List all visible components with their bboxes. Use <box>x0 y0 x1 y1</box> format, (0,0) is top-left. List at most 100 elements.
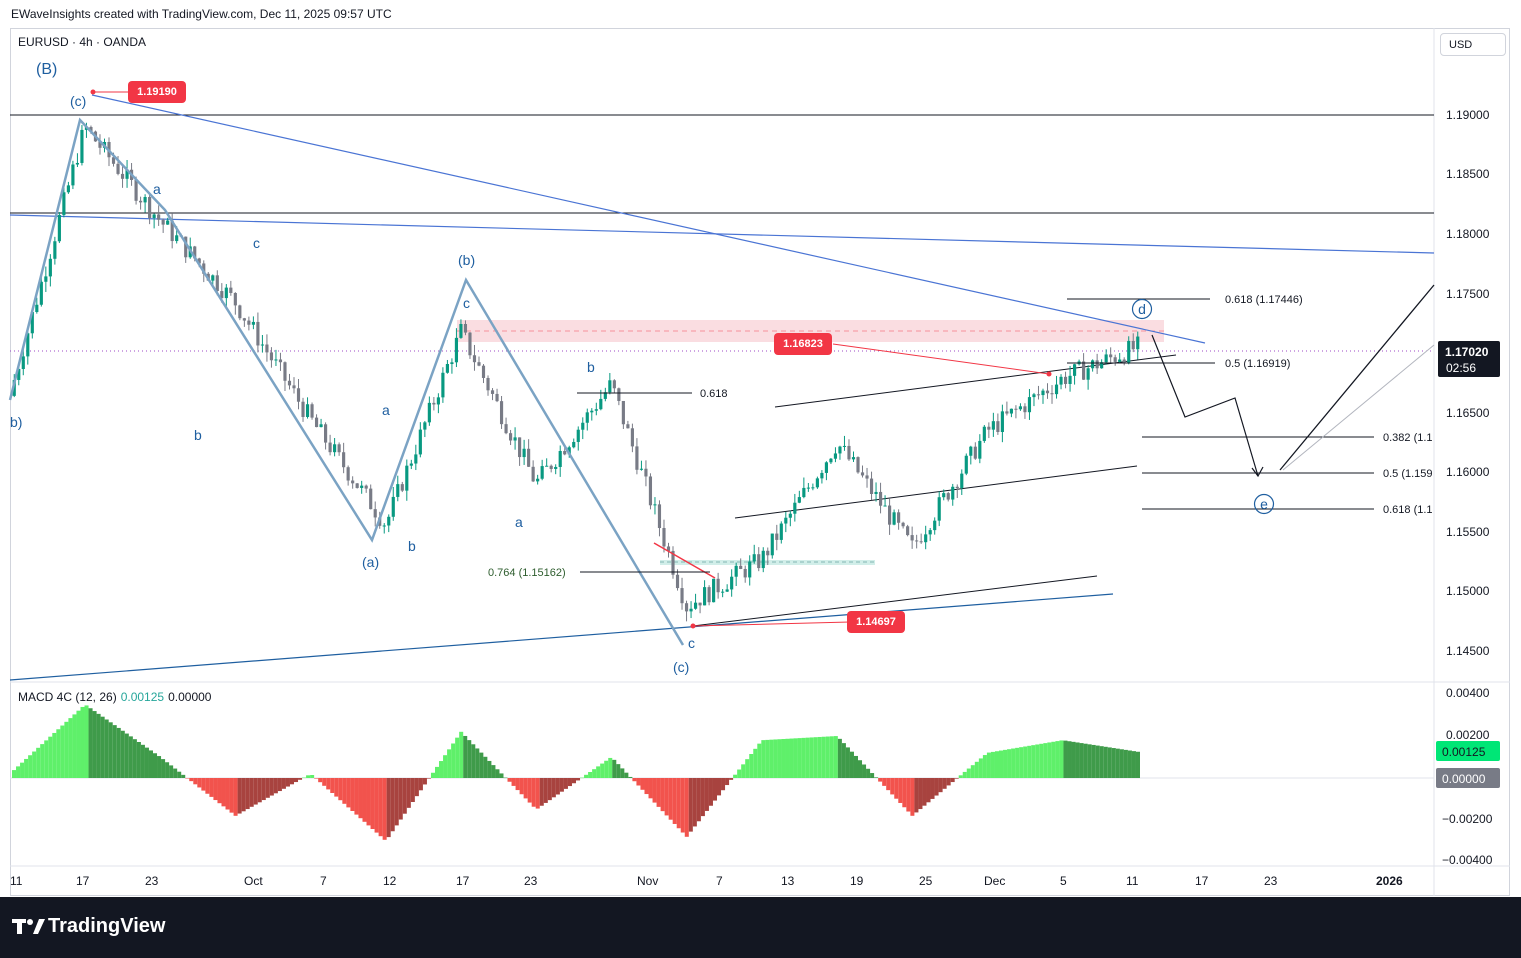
price-tick: 1.18500 <box>1446 167 1490 181</box>
macd-bar <box>990 751 995 778</box>
macd-bar <box>1047 742 1052 778</box>
macd-bar <box>209 778 214 797</box>
macd-bar <box>507 778 512 782</box>
wave-zigzag[interactable] <box>8 117 685 646</box>
macd-bar <box>543 778 548 803</box>
candle-body <box>319 424 323 428</box>
descending-trendline[interactable] <box>91 94 1206 344</box>
macd-bar <box>801 737 806 778</box>
candle-body <box>175 235 179 242</box>
macd-bar <box>1079 743 1084 778</box>
time-tick: Oct <box>244 874 263 888</box>
price-badge-high: 1.19190 <box>128 81 186 103</box>
macd-bar <box>817 736 822 778</box>
macd-bar <box>16 766 21 778</box>
time-tick: 12 <box>383 874 397 888</box>
candle-body <box>518 437 522 458</box>
projection-path[interactable] <box>1151 334 1259 477</box>
candle-body <box>283 362 287 381</box>
price-chart[interactable]: (B) (c) a b c (a) a b (b) c b a c (c) b)… <box>0 0 1521 896</box>
candle-body <box>820 472 824 479</box>
candle-body <box>355 483 359 488</box>
macd-bar <box>636 778 641 786</box>
candle-body <box>414 454 418 464</box>
candle-body <box>17 369 21 380</box>
macd-bar <box>829 736 834 778</box>
candle-body <box>644 468 648 477</box>
macd-bar <box>797 738 802 778</box>
macd-bar <box>700 778 705 817</box>
projection-up-line[interactable] <box>1279 284 1435 471</box>
upper-trendline[interactable] <box>9 214 1435 254</box>
channel-top[interactable] <box>774 354 1177 408</box>
macd-bar <box>84 705 89 778</box>
macd-bar <box>559 778 564 792</box>
candle-body <box>1018 406 1023 410</box>
candle-body <box>229 287 233 293</box>
candle-body <box>621 400 625 425</box>
macd-bar <box>338 778 343 801</box>
macd-bar <box>1055 741 1060 778</box>
macd-bar <box>205 778 210 794</box>
candle-body <box>1032 394 1036 398</box>
macd-bar <box>414 778 419 797</box>
candle-body <box>513 437 517 441</box>
macd-bar <box>161 759 166 778</box>
macd-bar <box>24 758 29 778</box>
candle-body <box>490 390 495 394</box>
macd-bar <box>688 778 693 832</box>
macd-bar <box>648 778 653 799</box>
candle-body <box>472 355 477 363</box>
macd-bar <box>966 768 971 778</box>
macd-bar <box>334 778 339 797</box>
macd-bar <box>978 758 983 778</box>
macd-bar <box>620 768 625 778</box>
footer-bar: TradingView <box>0 897 1521 958</box>
candle-body <box>1122 359 1126 363</box>
macd-bar <box>302 777 307 779</box>
channel-bottom[interactable] <box>692 575 1098 627</box>
candle-body <box>991 421 995 430</box>
wave-circle-d <box>1131 298 1153 320</box>
macd-bar <box>974 761 979 778</box>
tradingview-logo-text[interactable]: TradingView <box>48 915 166 937</box>
macd-bar <box>596 766 601 778</box>
candle-body <box>608 380 612 393</box>
macd-bar <box>825 736 830 778</box>
candle-body <box>405 465 409 491</box>
macd-value-text: 0.00125 <box>1442 745 1486 759</box>
macd-bar <box>72 714 77 778</box>
macd-bar <box>926 778 931 803</box>
candle-body <box>116 163 120 174</box>
time-tick: 17 <box>76 874 90 888</box>
candle-body <box>779 523 783 540</box>
candle-body <box>527 448 531 467</box>
macd-bar <box>342 778 347 804</box>
macd-bar <box>487 760 492 778</box>
candle-body <box>346 467 350 481</box>
macd-legend[interactable]: MACD 4C (12, 26) 0.00125 0.00000 <box>18 690 211 704</box>
candle-body <box>707 587 711 603</box>
macd-bar <box>201 778 206 791</box>
macd-bar <box>753 748 758 778</box>
symbol-title[interactable]: EURUSD · 4h · OANDA <box>18 35 147 49</box>
macd-bar <box>430 772 435 778</box>
channel-mid[interactable] <box>734 465 1138 519</box>
candle-body <box>576 429 580 442</box>
macd-bar <box>128 736 133 778</box>
candle-body <box>477 362 481 366</box>
lower-trendline[interactable] <box>9 593 1114 681</box>
candle-body <box>603 392 607 399</box>
candle-body <box>274 359 278 361</box>
candle-body <box>1109 354 1113 358</box>
macd-bar <box>249 778 254 807</box>
candle-body <box>874 491 878 494</box>
candle-body <box>960 473 964 489</box>
currency-button[interactable]: USD <box>1440 33 1506 56</box>
price-tick: 1.16500 <box>1446 406 1490 420</box>
macd-bar <box>435 766 440 778</box>
candle-body <box>653 504 657 506</box>
macd-bar <box>144 747 149 778</box>
macd-bar <box>773 739 778 778</box>
macd-bar <box>12 770 17 778</box>
